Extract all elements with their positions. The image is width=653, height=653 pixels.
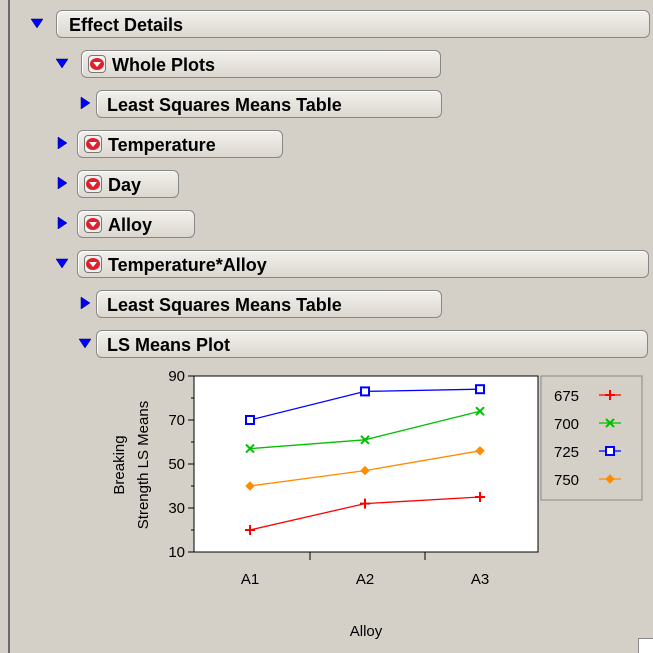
x-axis-label: Alloy — [350, 623, 383, 640]
data-point-725-A1 — [245, 415, 255, 425]
disclosure-closed-icon[interactable] — [55, 216, 69, 230]
x-tick-label: A3 — [471, 571, 489, 588]
y-tick-label: 30 — [168, 500, 185, 517]
red-triangle-menu-icon[interactable] — [84, 255, 102, 273]
legend-label: 725 — [554, 444, 579, 461]
y-tick-label: 70 — [168, 412, 185, 429]
temperature-alloy-title: Temperature*Alloy — [108, 255, 267, 275]
lsm-table-2-header[interactable]: Least Squares Means Table — [96, 290, 442, 318]
whole-plots-header[interactable]: Whole Plots — [81, 50, 441, 78]
data-point-750-A2 — [360, 465, 370, 476]
outline-node-lsm-table-1: Least Squares Means Table — [78, 90, 448, 120]
ls-means-plot-title: LS Means Plot — [107, 335, 231, 355]
day-header[interactable]: Day — [77, 170, 179, 198]
legend-marker — [605, 390, 615, 400]
disclosure-open-icon[interactable] — [55, 56, 69, 70]
lsm-table-1-header[interactable]: Least Squares Means Table — [96, 90, 442, 118]
resize-corner[interactable] — [638, 638, 653, 653]
disclosure-open-icon[interactable] — [78, 336, 92, 350]
legend: 675 700 725 750 — [554, 388, 621, 489]
effect-details-header[interactable]: Effect Details — [56, 10, 650, 38]
plot-frame — [193, 375, 539, 553]
temperature-title: Temperature — [108, 135, 216, 155]
red-triangle-menu-icon[interactable] — [88, 55, 106, 73]
whole-plots-title: Whole Plots — [112, 55, 215, 75]
legend-label: 700 — [554, 416, 579, 433]
disclosure-open-icon[interactable] — [30, 16, 44, 30]
alloy-header[interactable]: Alloy — [77, 210, 195, 238]
lsm-table-1-title: Least Squares Means Table — [107, 95, 342, 115]
disclosure-closed-icon[interactable] — [78, 296, 92, 310]
alloy-title: Alloy — [108, 215, 153, 235]
outline-node-day: Day — [55, 170, 195, 200]
legend-label: 750 — [554, 472, 579, 489]
data-point-750-A1 — [245, 481, 255, 491]
data-point-750-A3 — [475, 446, 485, 456]
data-point-675-A2 — [360, 498, 370, 509]
data-point-675-A1 — [245, 525, 255, 535]
effect-details-title: Effect Details — [69, 15, 184, 35]
y-axis-label-line2: Strength LS Means — [135, 401, 152, 529]
data-point-725-A2 — [360, 386, 370, 397]
legend-box — [540, 375, 643, 501]
outline-node-alloy: Alloy — [55, 210, 215, 240]
outline-node-temperature-alloy: Temperature*Alloy — [55, 250, 651, 280]
temperature-header[interactable]: Temperature — [77, 130, 283, 158]
series-markers — [245, 384, 485, 535]
outline-node-lsm-table-2: Least Squares Means Table — [78, 290, 448, 320]
day-title: Day — [108, 175, 142, 195]
disclosure-open-icon[interactable] — [55, 256, 69, 270]
y-tick-label: 10 — [168, 544, 185, 561]
y-tick-label: 90 — [168, 368, 185, 385]
legend-label: 675 — [554, 388, 579, 405]
disclosure-closed-icon[interactable] — [78, 96, 92, 110]
legend-marker — [605, 474, 615, 484]
legend-marker — [605, 418, 615, 428]
x-tick-label: A2 — [356, 571, 374, 588]
temperature-alloy-header[interactable]: Temperature*Alloy — [77, 250, 649, 278]
data-point-675-A3 — [475, 492, 485, 502]
red-triangle-menu-icon[interactable] — [84, 175, 102, 193]
y-axis-label-line1: Breaking — [111, 435, 128, 494]
outline-node-effect-details: Effect Details — [30, 10, 650, 40]
lsm-table-2-title: Least Squares Means Table — [107, 295, 342, 315]
ls-means-plot-header[interactable]: LS Means Plot — [96, 330, 648, 358]
data-point-700-A2 — [360, 435, 370, 445]
disclosure-closed-icon[interactable] — [55, 176, 69, 190]
red-triangle-menu-icon[interactable] — [84, 135, 102, 153]
x-axis: A1 A2 A3 — [241, 552, 489, 588]
data-point-700-A3 — [475, 406, 485, 416]
y-axis: 10 30 50 70 90 — [168, 368, 194, 561]
disclosure-closed-icon[interactable] — [55, 136, 69, 150]
data-point-725-A3 — [475, 384, 485, 395]
outline-left-border — [8, 0, 10, 653]
x-tick-label: A1 — [241, 571, 259, 588]
y-tick-label: 50 — [168, 456, 185, 473]
red-triangle-menu-icon[interactable] — [84, 215, 102, 233]
outline-node-whole-plots: Whole Plots — [55, 50, 445, 80]
outline-node-ls-means-plot: LS Means Plot — [78, 330, 650, 360]
legend-marker — [605, 446, 615, 456]
outline-node-temperature: Temperature — [55, 130, 295, 160]
data-point-700-A1 — [245, 443, 255, 454]
